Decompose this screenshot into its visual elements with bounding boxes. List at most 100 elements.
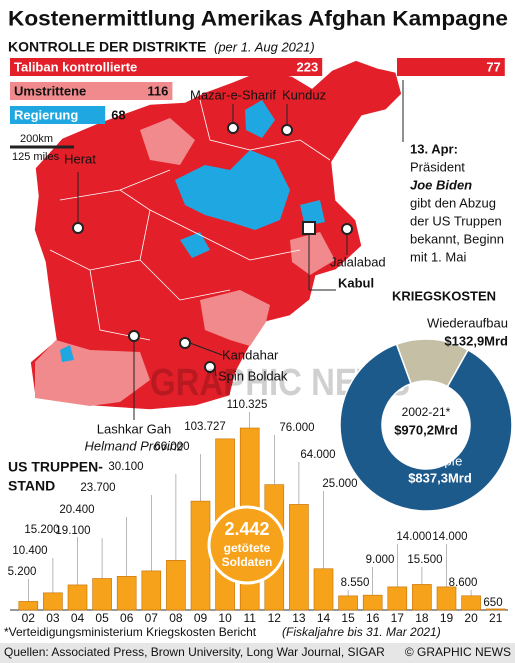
slice-value: $132,9Mrd bbox=[444, 333, 508, 348]
troop-bar bbox=[18, 601, 39, 611]
x-tick-label: 12 bbox=[268, 611, 282, 625]
city-dot bbox=[227, 122, 239, 134]
capital-marker bbox=[302, 221, 316, 235]
x-tick-label: 18 bbox=[415, 611, 429, 625]
city-label: Spin Boldak bbox=[218, 368, 288, 383]
x-tick-label: 21 bbox=[489, 611, 503, 625]
x-tick-label: 20 bbox=[464, 611, 478, 625]
value-label: 64.000 bbox=[300, 449, 335, 461]
map bbox=[29, 59, 404, 420]
annotation-text: Joe Biden bbox=[410, 177, 472, 192]
district-label: Umstrittene bbox=[14, 83, 86, 98]
callout-text: Soldaten bbox=[222, 555, 273, 569]
value-label: 30.100 bbox=[108, 461, 143, 473]
district-date: (per 1. Aug 2021) bbox=[214, 39, 315, 54]
city-dot bbox=[341, 223, 353, 235]
contested-area bbox=[290, 232, 335, 275]
value-label: 20.400 bbox=[59, 504, 94, 516]
city-label: Jalalabad bbox=[330, 254, 386, 269]
city-dot bbox=[72, 222, 84, 234]
troop-bar bbox=[338, 595, 358, 611]
city-markers bbox=[72, 80, 404, 420]
government-area bbox=[300, 200, 325, 226]
troop-title: STAND bbox=[8, 478, 55, 494]
x-tick-label: 11 bbox=[243, 611, 256, 625]
annotation-text: mit 1. Mai bbox=[410, 249, 466, 264]
value-label: 8.600 bbox=[449, 577, 478, 589]
contested-area bbox=[140, 118, 195, 165]
troop-bar bbox=[43, 592, 63, 611]
government-area bbox=[60, 345, 74, 362]
value-label: 110.325 bbox=[227, 399, 268, 411]
x-tick-label: 10 bbox=[218, 611, 232, 625]
x-tick-label: 13 bbox=[292, 611, 306, 625]
district-bar bbox=[10, 106, 106, 124]
credit: © GRAPHIC NEWS bbox=[405, 645, 511, 659]
x-tick-label: 05 bbox=[95, 611, 109, 625]
troop-bar bbox=[362, 594, 383, 611]
slice-label: Wiederaufbau bbox=[427, 315, 508, 330]
callout-value: 2.442 bbox=[224, 519, 269, 539]
source: Quellen: Associated Press, Brown Univers… bbox=[4, 645, 385, 659]
x-tick-label: 06 bbox=[120, 611, 134, 625]
callout-text: getötete bbox=[224, 541, 271, 555]
leader-lines bbox=[77, 80, 404, 420]
city-label: Mazar-e-Sharif bbox=[190, 87, 276, 102]
cost-title: KRIEGSKOSTEN bbox=[392, 288, 496, 303]
value-label: 15.200 bbox=[24, 524, 59, 536]
pie-slice bbox=[339, 343, 513, 512]
callout-circle bbox=[207, 505, 287, 585]
value-label: 23.700 bbox=[80, 482, 115, 494]
slice-label: Kämpfe bbox=[418, 453, 463, 468]
city-dot bbox=[128, 330, 140, 342]
value-label: 10.400 bbox=[12, 545, 47, 557]
province-borders bbox=[49, 99, 331, 341]
x-tick-label: 14 bbox=[317, 611, 331, 625]
slice-value: $837,3Mrd bbox=[408, 470, 472, 485]
value-label: 8.550 bbox=[341, 577, 370, 589]
value-label: 5.200 bbox=[8, 566, 37, 578]
district-label: Taliban kontrollierte bbox=[14, 59, 137, 74]
x-tick-label: 09 bbox=[194, 611, 208, 625]
x-tick-label: 02 bbox=[22, 611, 36, 625]
city-label: Kabul bbox=[338, 275, 374, 290]
annotation-text: gibt den Abzug bbox=[410, 195, 496, 210]
value-label: 66.000 bbox=[154, 441, 189, 453]
value-label: 14.000 bbox=[396, 531, 431, 543]
value-label: 19.100 bbox=[55, 525, 90, 537]
government-area bbox=[245, 100, 275, 138]
value-label: 25.000 bbox=[322, 478, 357, 490]
city-label: Lashkar Gah bbox=[97, 421, 171, 436]
troop-bar bbox=[92, 578, 112, 611]
x-tick-label: 16 bbox=[366, 611, 380, 625]
value-label: 103.727 bbox=[184, 421, 226, 433]
footnote: (Fiskaljahre bis 31. Mar 2021) bbox=[282, 625, 441, 639]
annotation-text: Präsident bbox=[410, 159, 465, 174]
district-bar bbox=[10, 82, 173, 100]
district-value: 68 bbox=[111, 107, 125, 122]
district-title: KONTROLLE DER DISTRIKTE bbox=[8, 39, 206, 55]
annotation-date: 13. Apr: bbox=[410, 141, 458, 156]
district-value: 116 bbox=[147, 83, 168, 98]
troop-bar bbox=[461, 595, 481, 611]
footnote: *Verteidigungsministerium Kriegskosten B… bbox=[4, 625, 257, 639]
annotation-text: bekannt, Beginn bbox=[410, 231, 504, 246]
title: Kostenermittlung Amerikas Afghan Kampagn… bbox=[8, 8, 508, 31]
troop-bar bbox=[289, 504, 309, 611]
troop-bar bbox=[141, 570, 162, 611]
district-value: 223 bbox=[296, 59, 318, 74]
value-label: 15.500 bbox=[407, 554, 442, 566]
troop-title: US TRUPPEN- bbox=[8, 459, 103, 475]
x-tick-label: 03 bbox=[46, 611, 60, 625]
province-label: Helmand Provinz bbox=[85, 438, 184, 453]
center-label: 2002-21* bbox=[402, 405, 451, 419]
april-bar bbox=[397, 58, 505, 76]
x-tick-label: 19 bbox=[440, 611, 454, 625]
troop-bar bbox=[67, 584, 88, 611]
city-label: Kandahar bbox=[222, 347, 279, 362]
city-dot bbox=[179, 337, 191, 349]
source-bar bbox=[0, 643, 515, 663]
contested-area bbox=[200, 290, 270, 346]
troop-bar bbox=[116, 576, 137, 611]
